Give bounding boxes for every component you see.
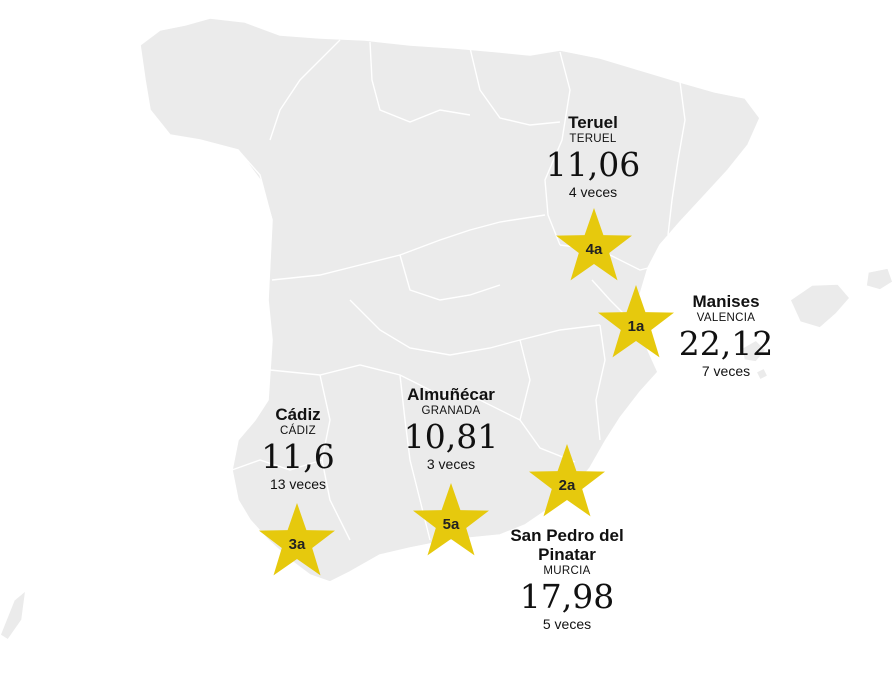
balearic-mallorca: [789, 283, 851, 329]
coast-fragment: [0, 589, 27, 641]
star-marker-rank-3: 3a: [259, 503, 335, 576]
star-markers: 1a 2a 3a 4a 5a: [259, 208, 674, 576]
city-name: Cádiz: [275, 405, 321, 424]
spain-mainland: [139, 17, 761, 583]
rank-label: 2a: [559, 477, 576, 494]
city-name: Teruel: [568, 113, 618, 132]
balearic-formentera: [755, 367, 769, 381]
value: 17,98: [519, 577, 615, 616]
balearic-ibiza: [741, 339, 767, 363]
place-label-teruel: Teruel TERUEL 11,06 4 veces: [543, 113, 643, 201]
star-marker-rank-4: 4a: [556, 208, 632, 281]
place-label-almunecar: Almuñécar GRANADA 10,81 3 veces: [396, 385, 506, 473]
value: 11,06: [545, 145, 641, 184]
city-name: Manises: [692, 292, 760, 311]
map-regions: [0, 17, 894, 641]
place-label-manises: Manises VALENCIA 22,12 7 veces: [676, 292, 776, 380]
province-name: VALENCIA: [696, 312, 756, 324]
balearic-menorca: [865, 267, 894, 291]
province-name: CÁDIZ: [280, 425, 316, 437]
rank-label: 1a: [628, 318, 645, 335]
star-marker-rank-2: 2a: [529, 444, 605, 517]
place-label-san-pedro-del-pinatar: San Pedro del Pinatar MURCIA 17,98 5 vec…: [507, 526, 627, 633]
rank-label: 5a: [443, 516, 460, 533]
province-name: GRANADA: [421, 405, 481, 417]
times-count: 3 veces: [426, 456, 476, 472]
value: 11,6: [261, 437, 335, 476]
city-name: San Pedro del Pinatar: [510, 526, 624, 564]
times-count: 5 veces: [542, 616, 592, 632]
times-count: 4 veces: [568, 184, 618, 200]
place-label-cadiz: Cádiz CÁDIZ 11,6 13 veces: [248, 405, 348, 493]
star-marker-rank-1: 1a: [598, 285, 674, 358]
times-count: 13 veces: [269, 476, 327, 492]
province-name: TERUEL: [569, 133, 617, 145]
rank-label: 4a: [586, 241, 603, 258]
star-marker-rank-5: 5a: [413, 483, 489, 556]
city-name: Almuñécar: [407, 385, 495, 404]
value: 22,12: [678, 324, 774, 363]
province-name: MURCIA: [543, 565, 591, 577]
rank-label: 3a: [289, 536, 306, 553]
value: 10,81: [403, 417, 499, 456]
times-count: 7 veces: [701, 363, 751, 379]
